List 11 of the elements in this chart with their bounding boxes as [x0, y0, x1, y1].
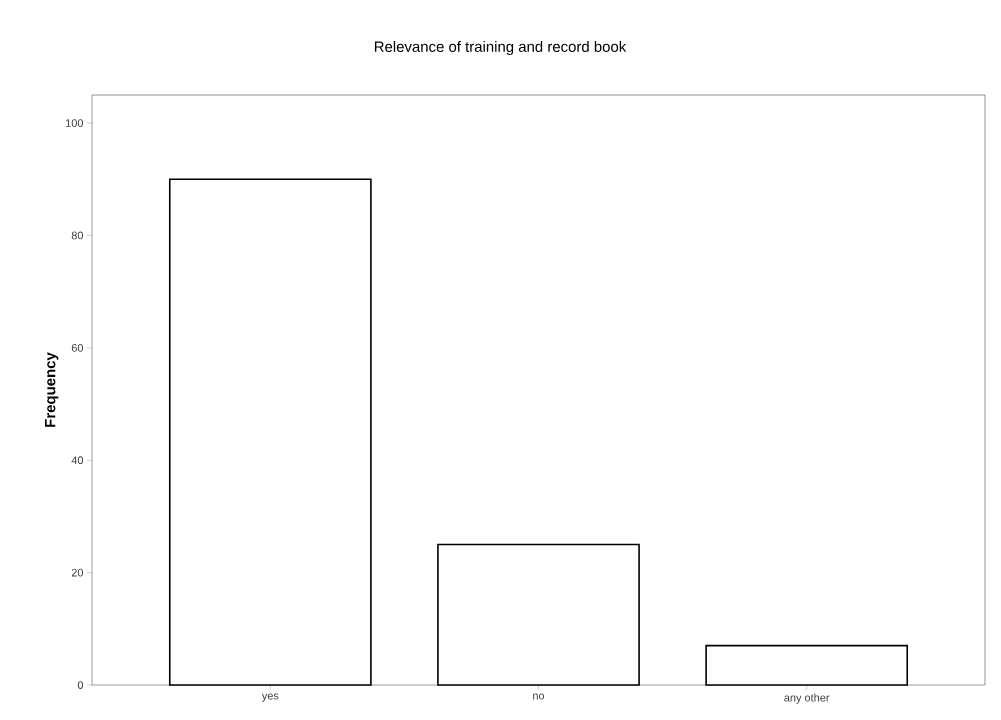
y-tick-label: 20	[71, 568, 84, 577]
x-tick-label: any other	[784, 693, 830, 704]
y-tick-label: 40	[71, 456, 84, 465]
x-tick-label: yes	[261, 693, 279, 702]
y-tick-label: 80	[71, 231, 84, 240]
chart-title: Relevance of training and record book	[374, 41, 627, 55]
x-tick-label: no	[533, 693, 545, 700]
y-tick-label: 60	[71, 343, 84, 352]
y-tick-label: 100	[66, 119, 84, 127]
y-axis-title: Frequency	[44, 352, 59, 427]
y-tick-label: 0	[77, 681, 84, 689]
